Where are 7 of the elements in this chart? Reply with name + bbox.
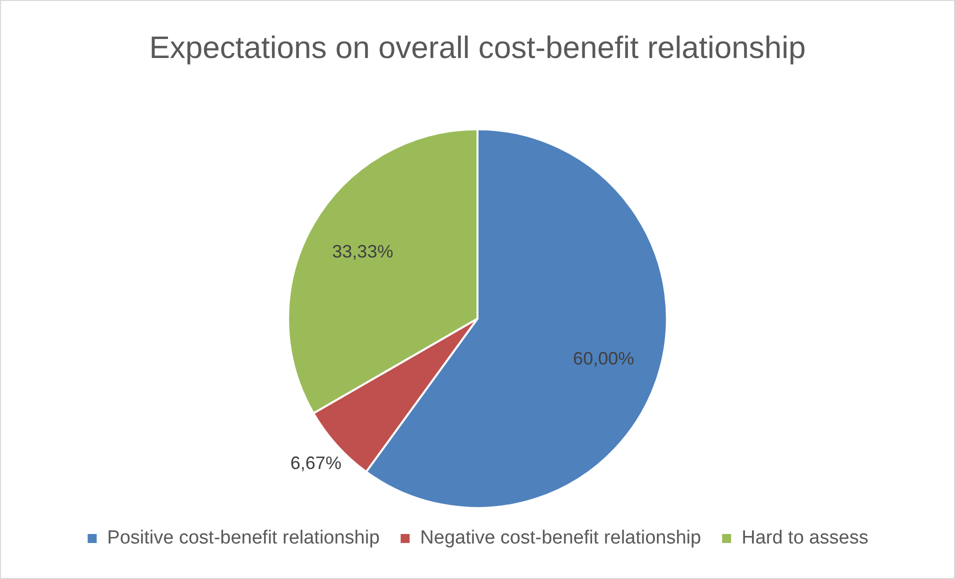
legend-label: Hard to assess	[742, 528, 868, 549]
chart-title: Expectations on overall cost-benefit relationship	[149, 30, 806, 66]
legend-label: Negative cost-benefit relationship	[420, 528, 702, 549]
data-label: 60,00%	[573, 348, 634, 369]
data-label: 33,33%	[332, 241, 394, 262]
legend-label: Positive cost-benefit relationship	[107, 528, 380, 549]
data-label: 6,67%	[290, 453, 342, 474]
